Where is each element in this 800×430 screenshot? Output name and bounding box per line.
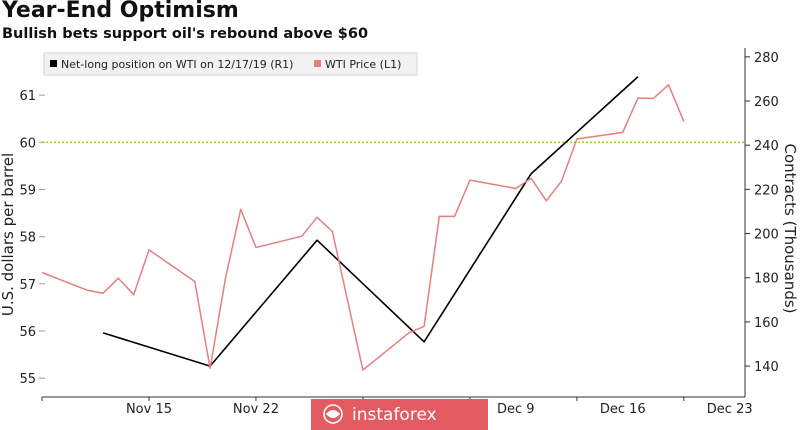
chart-axes: 55 56 57 58 59 60 61 140 160 180 200 220 240 260 280 No… (19, 48, 779, 417)
watermark-background (311, 399, 488, 430)
y-axis-label-left: U.S. dollars per barrel (0, 153, 17, 316)
legend-label: Net-long position on WTI on 12/17/19 (R1… (61, 58, 293, 71)
x-tick-label: Dec 16 (600, 402, 646, 417)
chart-subtitle: Bullish bets support oil's rebound above… (2, 26, 369, 42)
series-line-net-long (102, 76, 639, 367)
y-axis-label-right: Contracts (Thousands) (781, 143, 799, 313)
series-line-wti-price (41, 84, 685, 371)
y-tick-label-right: 180 (754, 272, 779, 287)
series-group (41, 76, 685, 371)
y-tick-label-right: 280 (754, 51, 779, 66)
legend: Net-long position on WTI on 12/17/19 (R1… (43, 52, 418, 76)
y-tick-label-left: 60 (19, 136, 36, 151)
x-tick-label: Nov 22 (233, 402, 279, 417)
legend-swatch (314, 60, 321, 67)
y-tick-label-left: 57 (19, 278, 36, 293)
watermark-text: instaforex (352, 405, 437, 425)
x-tick-label: Dec 9 (497, 402, 535, 417)
y-tick-label-left: 61 (19, 89, 36, 104)
y-tick-label-right: 140 (754, 360, 779, 375)
y-tick-label-left: 59 (19, 183, 36, 198)
y-tick-label-right: 160 (754, 316, 779, 331)
y-tick-label-left: 58 (19, 231, 36, 246)
x-tick-label: Dec 23 (707, 402, 753, 417)
y-tick-label-right: 220 (754, 183, 779, 198)
x-tick-label: Nov 15 (126, 402, 172, 417)
y-tick-label-right: 240 (754, 139, 779, 154)
y-tick-label-right: 200 (754, 228, 779, 243)
watermark: instaforex (311, 399, 488, 430)
y-tick-label-left: 55 (19, 372, 36, 387)
watermark-logo-icon (323, 404, 343, 424)
y-tick-label-left: 56 (19, 325, 36, 340)
axis-labels: U.S. dollars per barrel Contracts (Thous… (0, 143, 799, 316)
y-tick-label-right: 260 (754, 95, 779, 110)
chart-title: Year-End Optimism (2, 0, 239, 23)
legend-swatch (50, 60, 57, 67)
legend-label: WTI Price (L1) (325, 58, 401, 71)
legend-box (43, 52, 418, 76)
